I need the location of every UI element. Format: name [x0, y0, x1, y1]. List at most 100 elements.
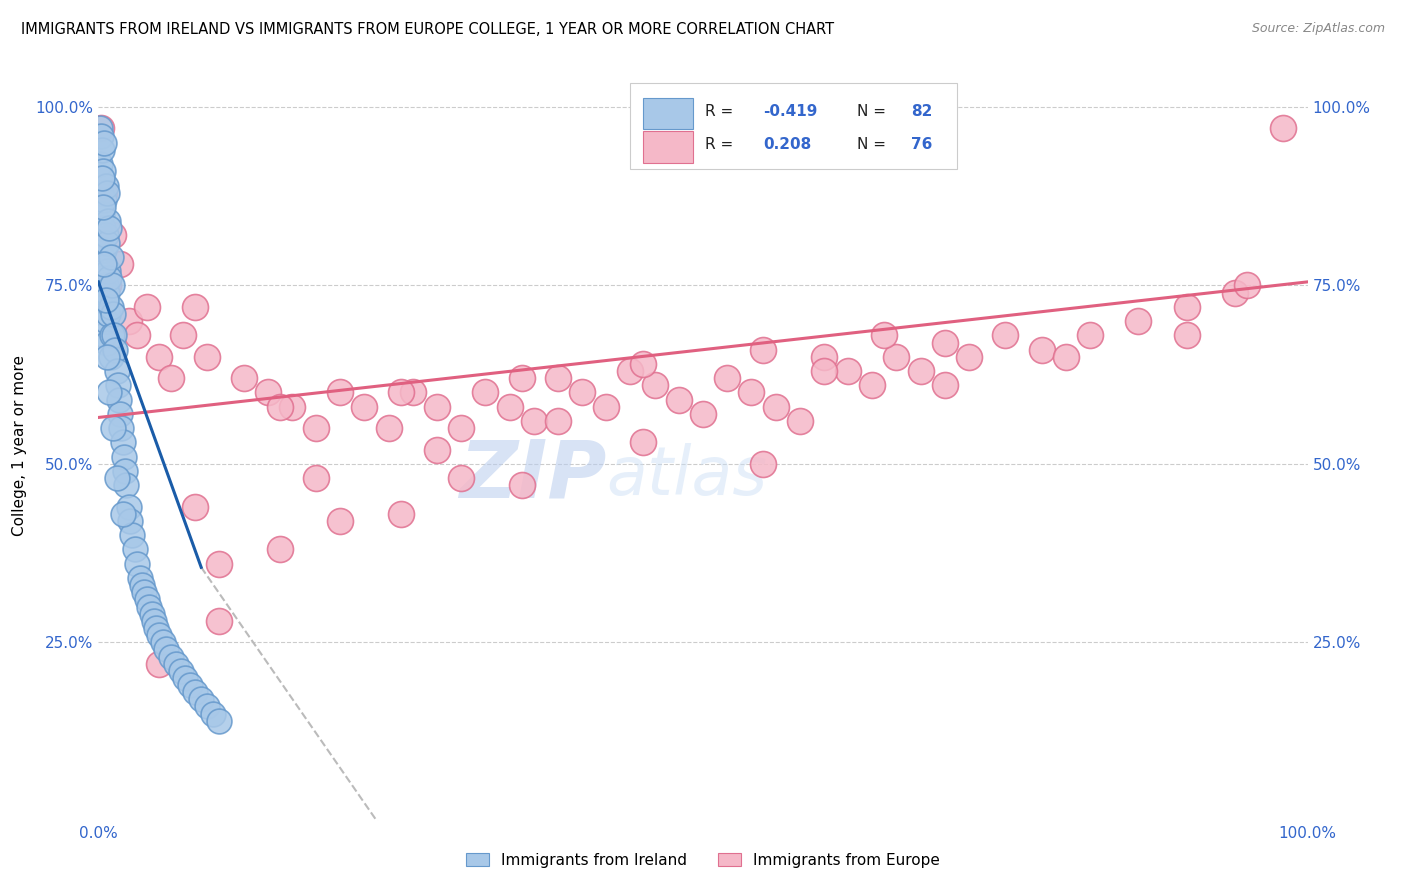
- Point: [93, 328, 115, 343]
- Point: [934, 335, 956, 350]
- Point: [152, 635, 174, 649]
- Point: [127, 557, 149, 571]
- Point: [813, 364, 835, 378]
- Point: [148, 657, 170, 671]
- Point: [89, 157, 111, 171]
- Text: IMMIGRANTS FROM IRELAND VS IMMIGRANTS FROM EUROPE COLLEGE, 1 YEAR OR MORE CORREL: IMMIGRANTS FROM IRELAND VS IMMIGRANTS FR…: [21, 22, 834, 37]
- Point: [91, 200, 114, 214]
- Point: [389, 385, 412, 400]
- Point: [90, 228, 112, 243]
- Point: [860, 378, 883, 392]
- Point: [115, 478, 138, 492]
- Point: [169, 664, 191, 678]
- Point: [886, 350, 908, 364]
- Point: [752, 457, 775, 471]
- Point: [523, 414, 546, 428]
- Point: [1078, 328, 1101, 343]
- Point: [100, 328, 122, 343]
- Point: [716, 371, 738, 385]
- Point: [184, 500, 207, 514]
- Point: [752, 343, 775, 357]
- Point: [93, 285, 115, 300]
- Point: [97, 264, 120, 278]
- Point: [91, 271, 114, 285]
- Point: [135, 300, 157, 314]
- Point: [93, 193, 115, 207]
- Point: [103, 328, 125, 343]
- Point: [114, 464, 136, 478]
- Point: [90, 121, 112, 136]
- Point: [547, 371, 569, 385]
- Text: 82: 82: [911, 103, 932, 119]
- Text: 76: 76: [911, 137, 932, 153]
- Point: [510, 371, 533, 385]
- Point: [111, 435, 134, 450]
- Text: Source: ZipAtlas.com: Source: ZipAtlas.com: [1251, 22, 1385, 36]
- Point: [96, 186, 118, 200]
- Point: [160, 649, 183, 664]
- Point: [450, 421, 472, 435]
- Point: [112, 450, 135, 464]
- Point: [202, 706, 225, 721]
- Point: [329, 514, 352, 528]
- Point: [101, 228, 124, 243]
- Point: [118, 514, 141, 528]
- Point: [118, 314, 141, 328]
- Point: [94, 228, 117, 243]
- Text: N =: N =: [856, 103, 890, 119]
- Point: [124, 542, 146, 557]
- Text: R =: R =: [706, 103, 738, 119]
- Point: [281, 400, 304, 414]
- Point: [208, 557, 231, 571]
- Point: [107, 378, 129, 392]
- Point: [184, 685, 207, 699]
- Point: [765, 400, 787, 414]
- Point: [118, 500, 141, 514]
- Point: [160, 371, 183, 385]
- Point: [94, 293, 117, 307]
- Point: [94, 178, 117, 193]
- Point: [121, 528, 143, 542]
- Point: [93, 136, 115, 150]
- Point: [837, 364, 859, 378]
- Point: [138, 599, 160, 614]
- Point: [179, 678, 201, 692]
- Point: [910, 364, 932, 378]
- Point: [668, 392, 690, 407]
- Point: [96, 335, 118, 350]
- Point: [101, 421, 124, 435]
- Text: ZIP: ZIP: [458, 437, 606, 515]
- Point: [108, 392, 131, 407]
- Point: [105, 364, 128, 378]
- Point: [195, 350, 218, 364]
- Point: [1272, 121, 1295, 136]
- Point: [994, 328, 1017, 343]
- Point: [377, 421, 399, 435]
- Point: [208, 614, 231, 628]
- Point: [305, 471, 328, 485]
- Point: [91, 250, 114, 264]
- Point: [145, 621, 167, 635]
- Point: [547, 414, 569, 428]
- Point: [510, 478, 533, 492]
- Text: R =: R =: [706, 137, 744, 153]
- Point: [98, 271, 121, 285]
- Point: [91, 221, 114, 235]
- Legend: Immigrants from Ireland, Immigrants from Europe: Immigrants from Ireland, Immigrants from…: [458, 845, 948, 875]
- Point: [957, 350, 980, 364]
- Point: [100, 278, 122, 293]
- Point: [111, 507, 134, 521]
- Point: [172, 328, 194, 343]
- Point: [91, 164, 114, 178]
- Point: [104, 343, 127, 357]
- Point: [1223, 285, 1246, 300]
- Point: [93, 243, 115, 257]
- Point: [474, 385, 496, 400]
- Point: [305, 421, 328, 435]
- Point: [450, 471, 472, 485]
- Point: [127, 328, 149, 343]
- Y-axis label: College, 1 year or more: College, 1 year or more: [13, 356, 27, 536]
- Point: [96, 285, 118, 300]
- Point: [631, 357, 654, 371]
- Point: [96, 350, 118, 364]
